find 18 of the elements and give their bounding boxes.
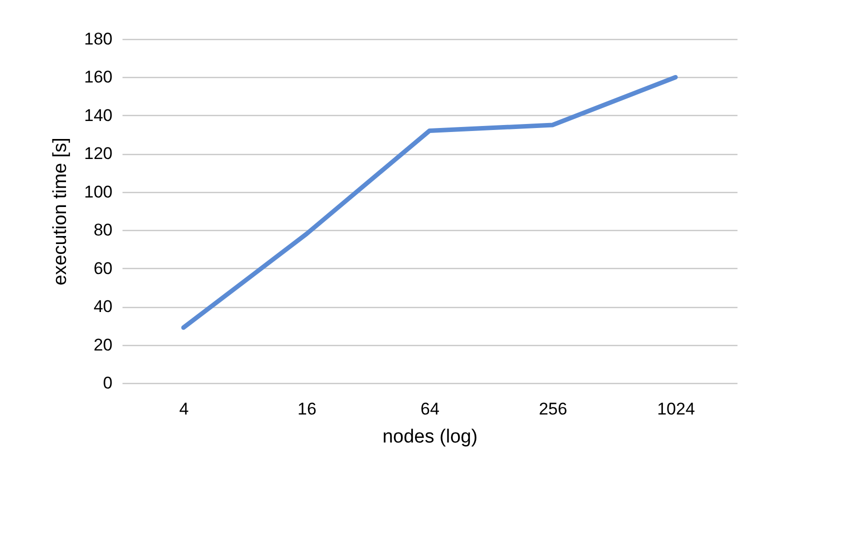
y-tick-label: 140: [84, 106, 112, 125]
y-tick-label: 40: [94, 297, 112, 316]
line-series: [181, 74, 678, 330]
y-axis-title: execution time [s]: [50, 138, 72, 286]
x-tick-label: 16: [298, 400, 316, 418]
y-tick-label: 120: [84, 144, 112, 164]
y-tick-label: 180: [84, 30, 112, 48]
x-tick-label: 1024: [657, 400, 695, 418]
x-tick-label: 4: [179, 400, 189, 418]
x-tick-label: 64: [420, 400, 440, 418]
y-tick-label: 80: [94, 220, 112, 240]
y-tick-label: 160: [84, 68, 112, 87]
y-tick-label: 100: [84, 182, 112, 202]
x-axis-title: nodes (log): [382, 426, 478, 448]
y-tick-label: 0: [103, 374, 112, 392]
y-tick-label: 60: [94, 258, 112, 278]
y-tick-label: 20: [94, 335, 112, 354]
x-tick-label: 256: [538, 400, 568, 418]
